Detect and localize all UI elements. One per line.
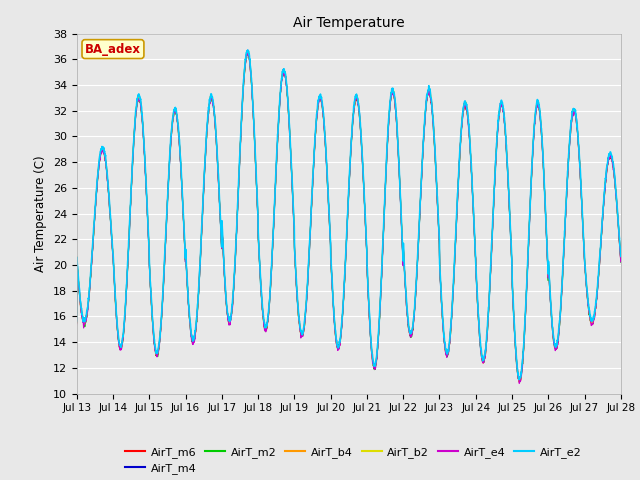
Legend: AirT_m6, AirT_m4, AirT_m2, AirT_b4, AirT_b2, AirT_e4, AirT_e2: AirT_m6, AirT_m4, AirT_m2, AirT_b4, AirT… (120, 443, 586, 479)
Text: BA_adex: BA_adex (85, 43, 141, 56)
Title: Air Temperature: Air Temperature (293, 16, 404, 30)
Y-axis label: Air Temperature (C): Air Temperature (C) (35, 156, 47, 272)
